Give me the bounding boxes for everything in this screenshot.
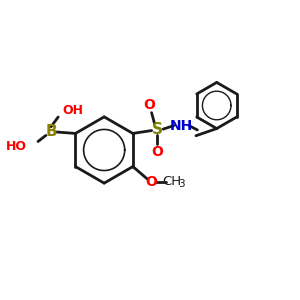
Text: O: O [152, 145, 163, 159]
Text: O: O [145, 176, 157, 189]
Text: B: B [45, 124, 57, 140]
Text: HO: HO [5, 140, 26, 153]
Text: S: S [152, 122, 163, 136]
Text: O: O [143, 98, 154, 112]
Text: NH: NH [169, 119, 193, 133]
Text: 3: 3 [178, 179, 185, 189]
Text: OH: OH [62, 104, 83, 117]
Text: CH: CH [162, 175, 181, 188]
